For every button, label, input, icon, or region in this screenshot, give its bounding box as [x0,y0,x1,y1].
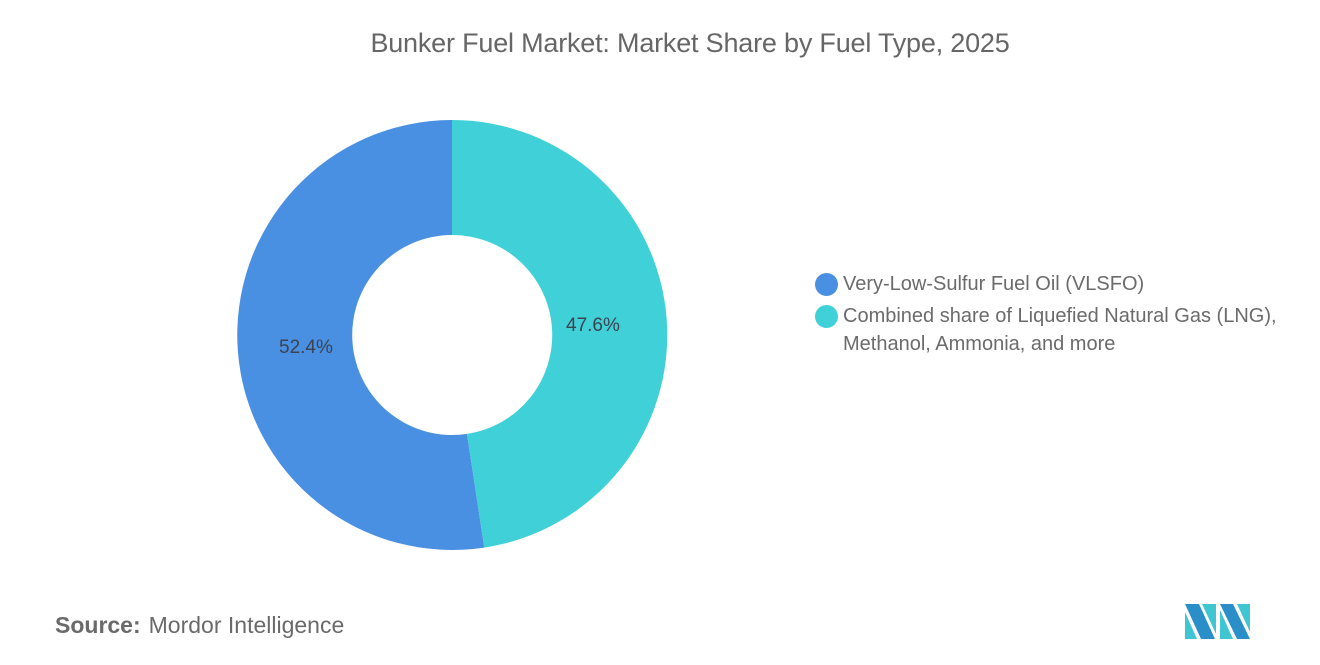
slice-label-others: 47.6% [566,315,620,336]
chart-title: Bunker Fuel Market: Market Share by Fuel… [370,28,1010,58]
mordor-intelligence-logo-icon [1185,604,1250,639]
donut-slice-vlsfo[interactable] [237,120,485,550]
slice-label-vlsfo: 52.4% [279,337,333,358]
donut-slice-others[interactable] [452,119,668,548]
legend-label: Combined share of Liquefied Natural Gas … [843,305,1277,355]
source-note: Source: Mordor Intelligence [55,612,344,639]
legend-label: Very-Low-Sulfur Fuel Oil (VLSFO) [843,273,1145,295]
legend-dot-icon [815,305,838,328]
legend-item-vlsfo[interactable]: Very-Low-Sulfur Fuel Oil (VLSFO) [815,270,1285,298]
legend: Very-Low-Sulfur Fuel Oil (VLSFO) Combine… [815,270,1285,362]
legend-item-others[interactable]: Combined share of Liquefied Natural Gas … [815,302,1285,358]
source-value: Mordor Intelligence [148,612,345,638]
legend-dot-icon [815,273,838,296]
source-label: Source: [55,612,141,638]
